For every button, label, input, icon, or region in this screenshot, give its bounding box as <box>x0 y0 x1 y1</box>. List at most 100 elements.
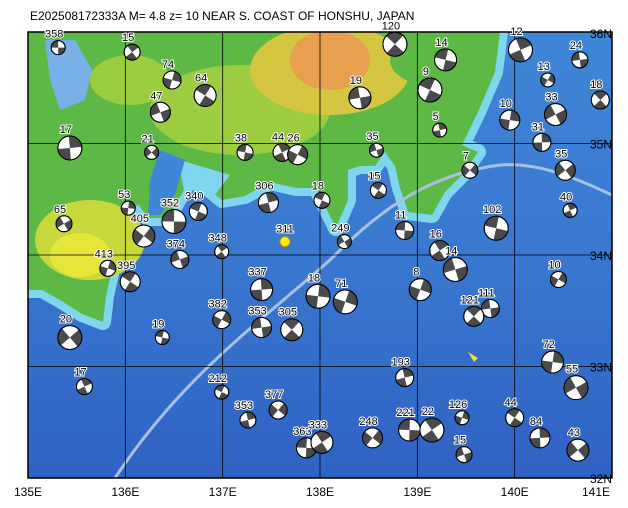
beachball-rim <box>313 191 331 209</box>
focal-mechanism <box>250 278 274 302</box>
depth-label: 18 <box>312 180 324 192</box>
beachball-quadrant <box>566 441 578 458</box>
depth-label: 84 <box>530 416 542 428</box>
focal-mechanism <box>75 378 93 396</box>
beachball-rim <box>170 249 190 269</box>
beachball-quadrant <box>199 95 215 107</box>
depth-label: 10 <box>548 260 560 272</box>
depth-label: 18 <box>590 79 602 91</box>
beachball-quadrant <box>469 164 478 176</box>
beachball-quadrant <box>306 294 319 309</box>
beachball-rim <box>348 86 372 110</box>
focal-mechanism <box>161 209 187 235</box>
focal-mechanism <box>239 411 257 429</box>
depth-label: 126 <box>449 399 467 411</box>
beachball-rim <box>554 159 576 181</box>
depth-label: 12 <box>510 26 522 38</box>
lat-label: 36N <box>590 27 612 41</box>
beachball-rim <box>454 410 470 426</box>
beachball-rim <box>287 144 309 166</box>
beachball-quadrant <box>371 182 383 191</box>
beachball-rim <box>549 271 567 289</box>
focal-mechanism <box>336 234 352 250</box>
focal-mechanism <box>417 77 443 103</box>
beachball-quadrant <box>493 228 508 241</box>
beachball-quadrant <box>57 328 70 346</box>
beachball-quadrant <box>160 337 170 345</box>
depth-label: 8 <box>413 267 419 279</box>
depth-label: 65 <box>54 204 66 216</box>
beachball-rim <box>332 289 358 315</box>
depth-label: 47 <box>150 90 162 102</box>
beachball-quadrant <box>419 77 436 90</box>
focal-mechanism <box>540 72 556 88</box>
beachball-quadrant <box>431 250 446 261</box>
focal-mechanism <box>419 417 445 443</box>
focal-mechanism <box>508 37 534 63</box>
beachball-rim <box>529 427 551 449</box>
depth-label: 9 <box>423 66 429 78</box>
beachball-rim <box>310 430 334 454</box>
beachball-rim <box>429 240 451 262</box>
focal-mechanism <box>562 202 578 218</box>
focal-mechanism <box>170 249 190 269</box>
depth-label: 19 <box>350 75 362 87</box>
lon-label: 135E <box>14 485 42 499</box>
beachball-rim <box>257 192 279 214</box>
focal-mechanism <box>50 40 66 56</box>
focal-mechanism <box>544 103 568 127</box>
focal-mechanism <box>55 215 73 233</box>
depth-label: 31 <box>532 121 544 133</box>
focal-mechanism <box>332 289 358 315</box>
beachball-quadrant <box>571 51 580 61</box>
depth-label: 111 <box>478 288 495 300</box>
beachball-rim <box>382 31 408 57</box>
focal-mechanism <box>310 430 334 454</box>
beachball-quadrant <box>216 251 226 259</box>
focal-mechanism <box>395 220 415 240</box>
beachball-quadrant <box>509 49 526 62</box>
focal-mechanism <box>368 142 384 158</box>
beachball-quadrant <box>212 315 222 328</box>
depth-label: 221 <box>396 407 414 419</box>
beachball-quadrant <box>287 150 298 164</box>
beachball-quadrant <box>432 130 442 138</box>
focal-mechanism <box>432 122 448 138</box>
depth-label: 363 <box>293 426 311 438</box>
beachball-quadrant <box>509 417 523 427</box>
beachball-rim <box>499 109 521 131</box>
beachball-rim <box>214 384 230 400</box>
lat-label: 35N <box>590 138 612 152</box>
beachball-rim <box>123 43 141 61</box>
depth-label: 10 <box>500 98 512 110</box>
beachball-quadrant <box>273 152 286 162</box>
beachball-rim <box>149 101 171 123</box>
depth-label: 43 <box>568 427 580 439</box>
beachball-quadrant <box>550 275 559 287</box>
beachball-quadrant <box>240 420 250 429</box>
depth-label: 18 <box>308 272 320 284</box>
depth-label: 16 <box>430 229 442 241</box>
focal-mechanism <box>57 135 83 161</box>
beachball-quadrant <box>312 442 329 454</box>
main-event-label: 311 <box>276 224 294 236</box>
beachball-rim <box>395 220 415 240</box>
depth-label: 305 <box>279 307 297 319</box>
beachball-quadrant <box>246 412 256 421</box>
focal-mechanism <box>566 438 590 462</box>
beachball-quadrant <box>69 329 82 347</box>
focal-mechanism <box>563 375 589 401</box>
depth-label: 358 <box>45 29 63 41</box>
focal-mechanism <box>571 51 589 69</box>
lon-label: 137E <box>209 485 237 499</box>
beachball-quadrant <box>461 165 470 177</box>
focal-mechanism <box>408 278 432 302</box>
depth-label: 71 <box>335 278 347 290</box>
focal-mechanism <box>590 90 610 110</box>
beachball-quadrant <box>56 216 65 228</box>
beachball-quadrant <box>128 201 136 209</box>
focal-mechanism <box>382 31 408 57</box>
beachball-quadrant <box>481 299 491 310</box>
beachball-quadrant <box>547 73 555 84</box>
